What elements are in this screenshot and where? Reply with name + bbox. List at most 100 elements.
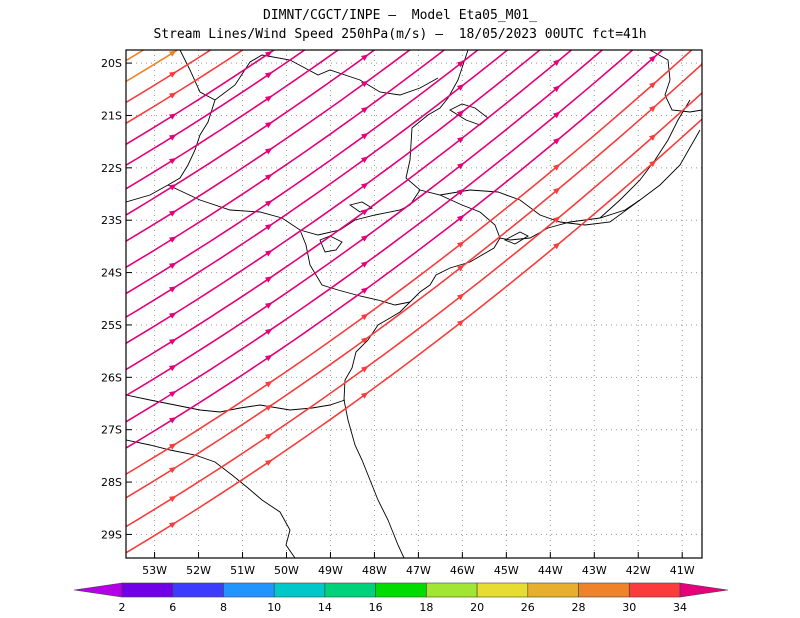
streamline-arrow — [553, 59, 561, 66]
colorbar-swatch — [375, 582, 427, 598]
colorbar-swatch — [223, 582, 275, 598]
lon-label: 42W — [626, 564, 651, 577]
streamline-arrow — [361, 261, 369, 268]
streamline — [126, 50, 480, 295]
colorbar-label: 30 — [622, 601, 636, 614]
lon-label: 48W — [362, 564, 387, 577]
streamline — [126, 50, 412, 242]
plot-frame — [125, 49, 703, 559]
colorbar-swatch — [476, 582, 529, 598]
streamline — [126, 63, 702, 499]
lat-label: 23S — [101, 214, 122, 227]
streamline-arrow — [169, 50, 177, 57]
lake — [348, 201, 374, 213]
colorbar-swatch — [426, 582, 478, 598]
streamline-arrow — [553, 31, 562, 40]
streamline-arrow — [457, 241, 465, 248]
streamline-arrow — [265, 7, 274, 16]
state-border — [126, 394, 346, 413]
state-border — [167, 184, 421, 236]
lat-label: 21S — [101, 109, 122, 122]
coastline — [405, 50, 701, 226]
streamline-arrow — [361, 287, 369, 294]
lat-label: 25S — [101, 319, 122, 332]
streamline-arrow — [169, 71, 177, 78]
lon-label: 50W — [274, 564, 299, 577]
colorbar-label: 26 — [521, 601, 535, 614]
streamline-arrow — [649, 134, 657, 141]
streamline — [126, 50, 276, 145]
streamline-arrow — [457, 32, 466, 41]
colorbar-label: 20 — [470, 601, 484, 614]
streamline-arrow — [457, 60, 465, 68]
streamline-arrow — [361, 208, 369, 216]
streamline-arrow — [361, 80, 369, 88]
lon-label: 46W — [450, 564, 475, 577]
lon-label: 51W — [230, 564, 255, 577]
colorbar-label: 28 — [572, 601, 586, 614]
streamline-arrow — [457, 293, 465, 301]
streamline-arrow — [169, 27, 178, 36]
streamline-arrow — [265, 354, 273, 362]
streamline-arrow — [649, 81, 657, 89]
streamline — [126, 50, 179, 83]
streamline-arrow — [649, 27, 658, 36]
colorbar-label: 14 — [318, 601, 332, 614]
colorbar-label: 34 — [673, 601, 687, 614]
lake — [319, 235, 343, 253]
streamline-arrow — [169, 338, 177, 345]
streamline-arrow — [553, 242, 561, 250]
lon-label: 53W — [142, 564, 167, 577]
state-border — [439, 194, 501, 239]
colorbar-arrow-high — [679, 582, 729, 598]
lat-label: 26S — [101, 371, 122, 384]
streamline-arrow — [553, 137, 561, 145]
streamline-arrow — [457, 188, 465, 196]
streamline — [126, 50, 306, 166]
lon-label: 44W — [538, 564, 563, 577]
streamline-arrow — [457, 110, 465, 117]
streamline-arrow — [169, 157, 177, 165]
streamline-arrow — [361, 156, 369, 163]
streamline-arrow — [169, 495, 177, 502]
streamline-arrow — [169, 390, 177, 398]
streamline-arrow — [553, 85, 561, 93]
streamline-arrow — [265, 328, 273, 335]
colorbar-label: 8 — [220, 601, 227, 614]
streamline-arrow — [649, 160, 657, 167]
streamline-arrow — [265, 147, 273, 155]
streamline — [126, 50, 212, 104]
colorbar: 2 6 8 10 14 16 18 20 26 28 30 34 — [73, 582, 729, 614]
colorbar-swatch — [324, 582, 376, 598]
lon-label: 52W — [186, 564, 211, 577]
streamline-arrow — [361, 54, 369, 61]
coastline — [503, 231, 529, 245]
streamline-arrow — [361, 392, 369, 399]
streamline-arrow — [265, 404, 273, 411]
lat-label: 20S — [101, 57, 122, 70]
streamline — [126, 50, 145, 62]
streamline-arrow — [553, 216, 561, 224]
streamline-arrow — [457, 215, 465, 222]
streamline-arrow — [265, 28, 274, 37]
streamline — [126, 50, 340, 190]
streamline-arrow — [169, 92, 177, 99]
streamline-arrow — [265, 380, 273, 388]
streamline-arrow — [457, 319, 465, 327]
streamline-arrow — [457, 264, 465, 272]
colorbar-swatch — [172, 582, 224, 598]
streamline-arrow — [457, 84, 465, 91]
streamline-arrow — [169, 417, 177, 424]
streamline-arrow — [361, 132, 369, 140]
state-border — [599, 99, 691, 219]
streamline-arrow — [745, 16, 754, 25]
figure-subtitle: Stream Lines/Wind Speed 250hPa(m/s) — 18… — [153, 27, 647, 42]
streamline-arrow — [361, 26, 370, 35]
streamline-arrow — [649, 105, 657, 113]
lat-label: 24S — [101, 267, 122, 280]
streamline-arrow — [169, 134, 177, 141]
streamline-arrow — [265, 51, 273, 58]
streamline-arrow — [265, 95, 273, 102]
